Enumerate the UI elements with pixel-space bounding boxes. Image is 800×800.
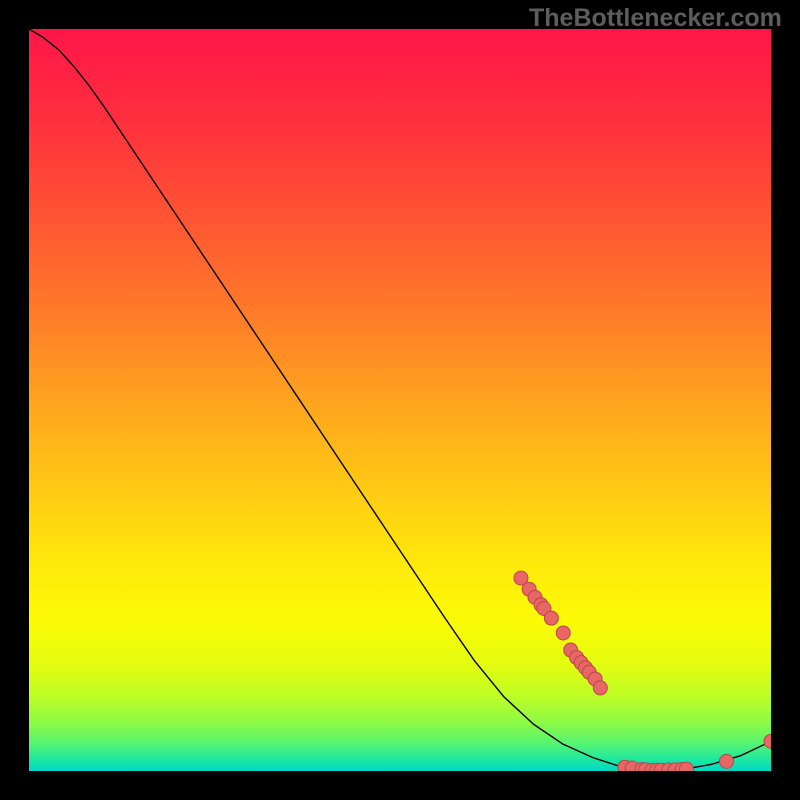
bottleneck-chart-svg <box>29 29 771 771</box>
plot-area <box>29 29 771 771</box>
data-marker <box>719 754 733 768</box>
data-marker <box>679 762 693 771</box>
data-marker <box>593 681 607 695</box>
gradient-background <box>29 29 771 771</box>
data-marker <box>544 611 558 625</box>
chart-canvas: TheBottlenecker.com <box>0 0 800 800</box>
data-marker <box>556 626 570 640</box>
watermark-text: TheBottlenecker.com <box>529 4 782 33</box>
